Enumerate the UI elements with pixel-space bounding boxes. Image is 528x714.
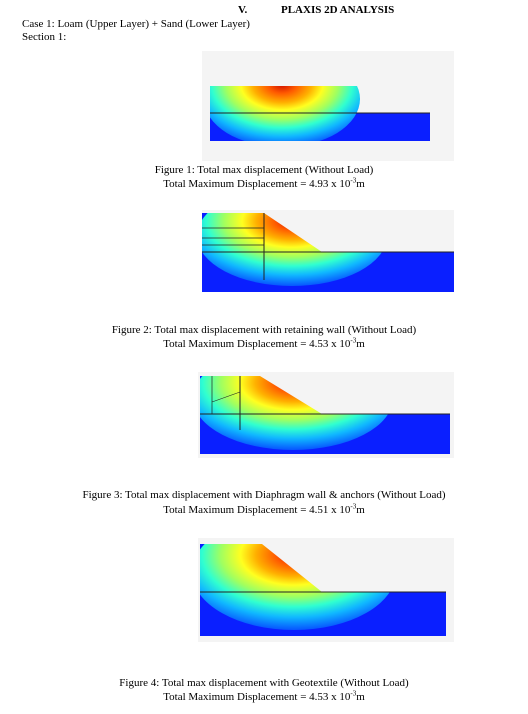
figure-3-plot (198, 372, 454, 458)
figure-1-result: Total Maximum Displacement = 4.93 x 10-3… (163, 176, 365, 190)
figure-4-caption: Figure 4: Total max displacement with Ge… (119, 677, 409, 689)
figure-3-svg (198, 372, 454, 458)
figure-2-caption: Figure 2: Total max displacement with re… (111, 324, 417, 336)
figure-3-result: Total Maximum Displacement = 4.51 x 10-3… (163, 502, 365, 516)
section-line: Section 1: (22, 31, 67, 43)
figure-3-caption: Figure 3: Total max displacement with Di… (82, 489, 446, 501)
figure-2-result: Total Maximum Displacement = 4.53 x 10-3… (163, 336, 365, 350)
section-number: V. (238, 4, 248, 16)
figure-2-plot (202, 210, 454, 292)
case-line: Case 1: Loam (Upper Layer) + Sand (Lower… (22, 18, 250, 30)
section-title: PLAXIS 2D ANALYSIS (281, 4, 395, 16)
figure-2-svg (202, 210, 454, 292)
figure-1-caption: Figure 1: Total max displacement (Withou… (154, 164, 374, 176)
figure-4-svg (198, 538, 454, 642)
figure-1-svg (202, 51, 454, 161)
figure-1-plot (202, 51, 454, 161)
figure-4-result: Total Maximum Displacement = 4.53 x 10-3… (163, 689, 365, 703)
figure-4-plot (198, 538, 454, 642)
